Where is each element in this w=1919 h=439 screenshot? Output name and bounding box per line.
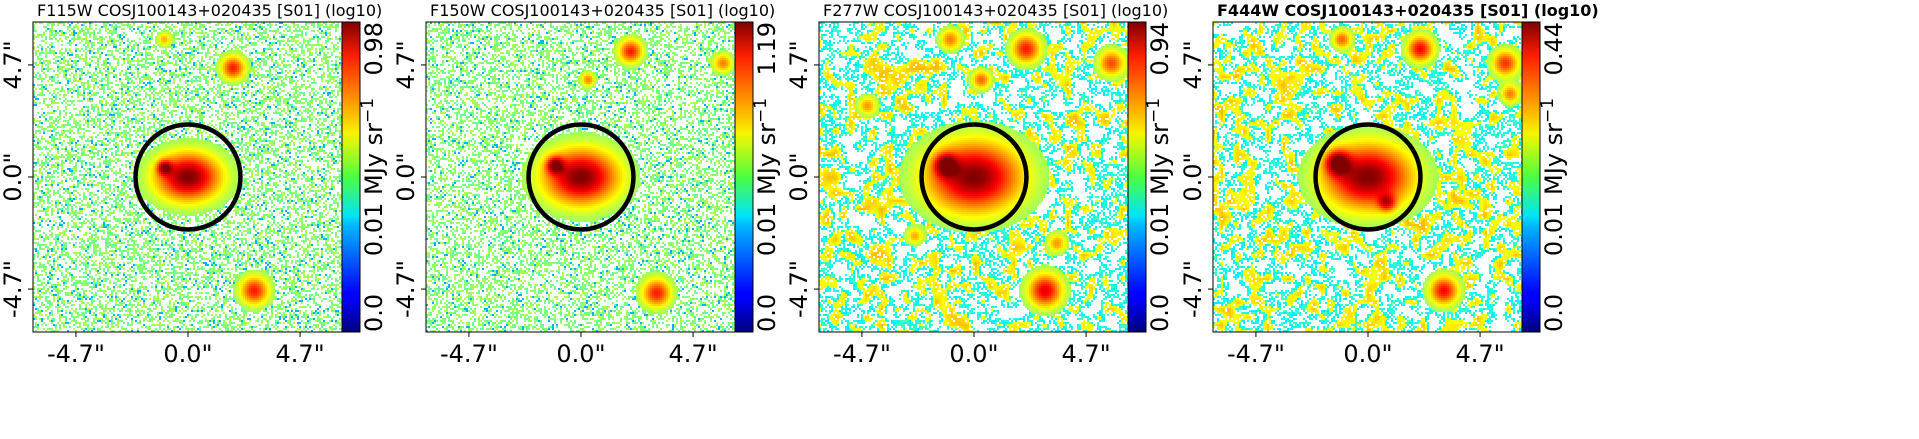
x-tick-label: -4.7" [1227, 340, 1285, 368]
y-tick-label: 4.7" [1179, 40, 1207, 89]
y-tick-label: -4.7" [392, 260, 420, 318]
x-tick-label: 0.0" [163, 340, 212, 368]
panel-2: F150W COSJ100143+020435 [S01] (log10) -4.… [392, 1, 781, 368]
y-tick-label: -4.7" [0, 260, 27, 318]
colorbar-min-label: 0.0 [360, 294, 388, 332]
colorbar [341, 21, 361, 333]
aperture-circle [1313, 122, 1423, 232]
colorbar-max-label: 0.44 [1540, 22, 1568, 75]
y-tick-label: 4.7" [0, 40, 27, 89]
aperture-circle [526, 122, 636, 232]
y-tick-label: 4.7" [392, 40, 420, 89]
panel-title: F444W COSJ100143+020435 [S01] (log10) [1217, 1, 1599, 20]
colorbar-label: 0.01 MJy sr−1 [358, 98, 388, 256]
colorbar [1127, 21, 1147, 333]
colorbar-label: 0.01 MJy sr−1 [1538, 98, 1568, 256]
y-tick-label: 4.7" [785, 40, 813, 89]
y-tick-label: 0.0" [392, 152, 420, 201]
x-tick-label: 0.0" [949, 340, 998, 368]
sky-image [1213, 22, 1523, 332]
colorbar-min-label: 0.0 [1540, 294, 1568, 332]
colorbar-min-label: 0.0 [753, 294, 781, 332]
colorbar-max-label: 0.94 [1146, 22, 1174, 75]
x-tick-label: 4.7" [668, 340, 717, 368]
panel-title: F150W COSJ100143+020435 [S01] (log10) [430, 1, 775, 20]
colorbar-max-label: 0.98 [360, 22, 388, 75]
x-tick-label: 4.7" [1061, 340, 1110, 368]
panel-title: F277W COSJ100143+020435 [S01] (log10) [823, 1, 1168, 20]
panel-1: F115W COSJ100143+020435 [S01] (log10) -4.… [0, 1, 388, 368]
x-tick-label: -4.7" [833, 340, 891, 368]
x-tick-label: -4.7" [440, 340, 498, 368]
panel-4: F444W COSJ100143+020435 [S01] (log10) -4.… [1179, 1, 1599, 368]
colorbar-max-label: 1.19 [753, 22, 781, 75]
colorbar [1521, 21, 1541, 333]
x-tick-label: -4.7" [47, 340, 105, 368]
aperture-circle [919, 122, 1029, 232]
panel-title: F115W COSJ100143+020435 [S01] (log10) [37, 1, 382, 20]
sky-image [819, 22, 1129, 332]
colorbar-min-label: 0.0 [1146, 294, 1174, 332]
colorbar [734, 21, 754, 333]
sky-image [33, 22, 343, 332]
y-tick-label: 0.0" [1179, 152, 1207, 201]
panel-3: F277W COSJ100143+020435 [S01] (log10) -4.… [785, 1, 1174, 368]
sky-image [426, 22, 736, 332]
y-tick-label: -4.7" [1179, 260, 1207, 318]
y-tick-label: -4.7" [785, 260, 813, 318]
colorbar-label: 0.01 MJy sr−1 [751, 98, 781, 256]
x-tick-label: 0.0" [1343, 340, 1392, 368]
colorbar-label: 0.01 MJy sr−1 [1144, 98, 1174, 256]
x-tick-label: 4.7" [1455, 340, 1504, 368]
x-tick-label: 4.7" [275, 340, 324, 368]
aperture-circle [133, 122, 243, 232]
x-tick-label: 0.0" [556, 340, 605, 368]
y-tick-label: 0.0" [785, 152, 813, 201]
y-tick-label: 0.0" [0, 152, 27, 201]
